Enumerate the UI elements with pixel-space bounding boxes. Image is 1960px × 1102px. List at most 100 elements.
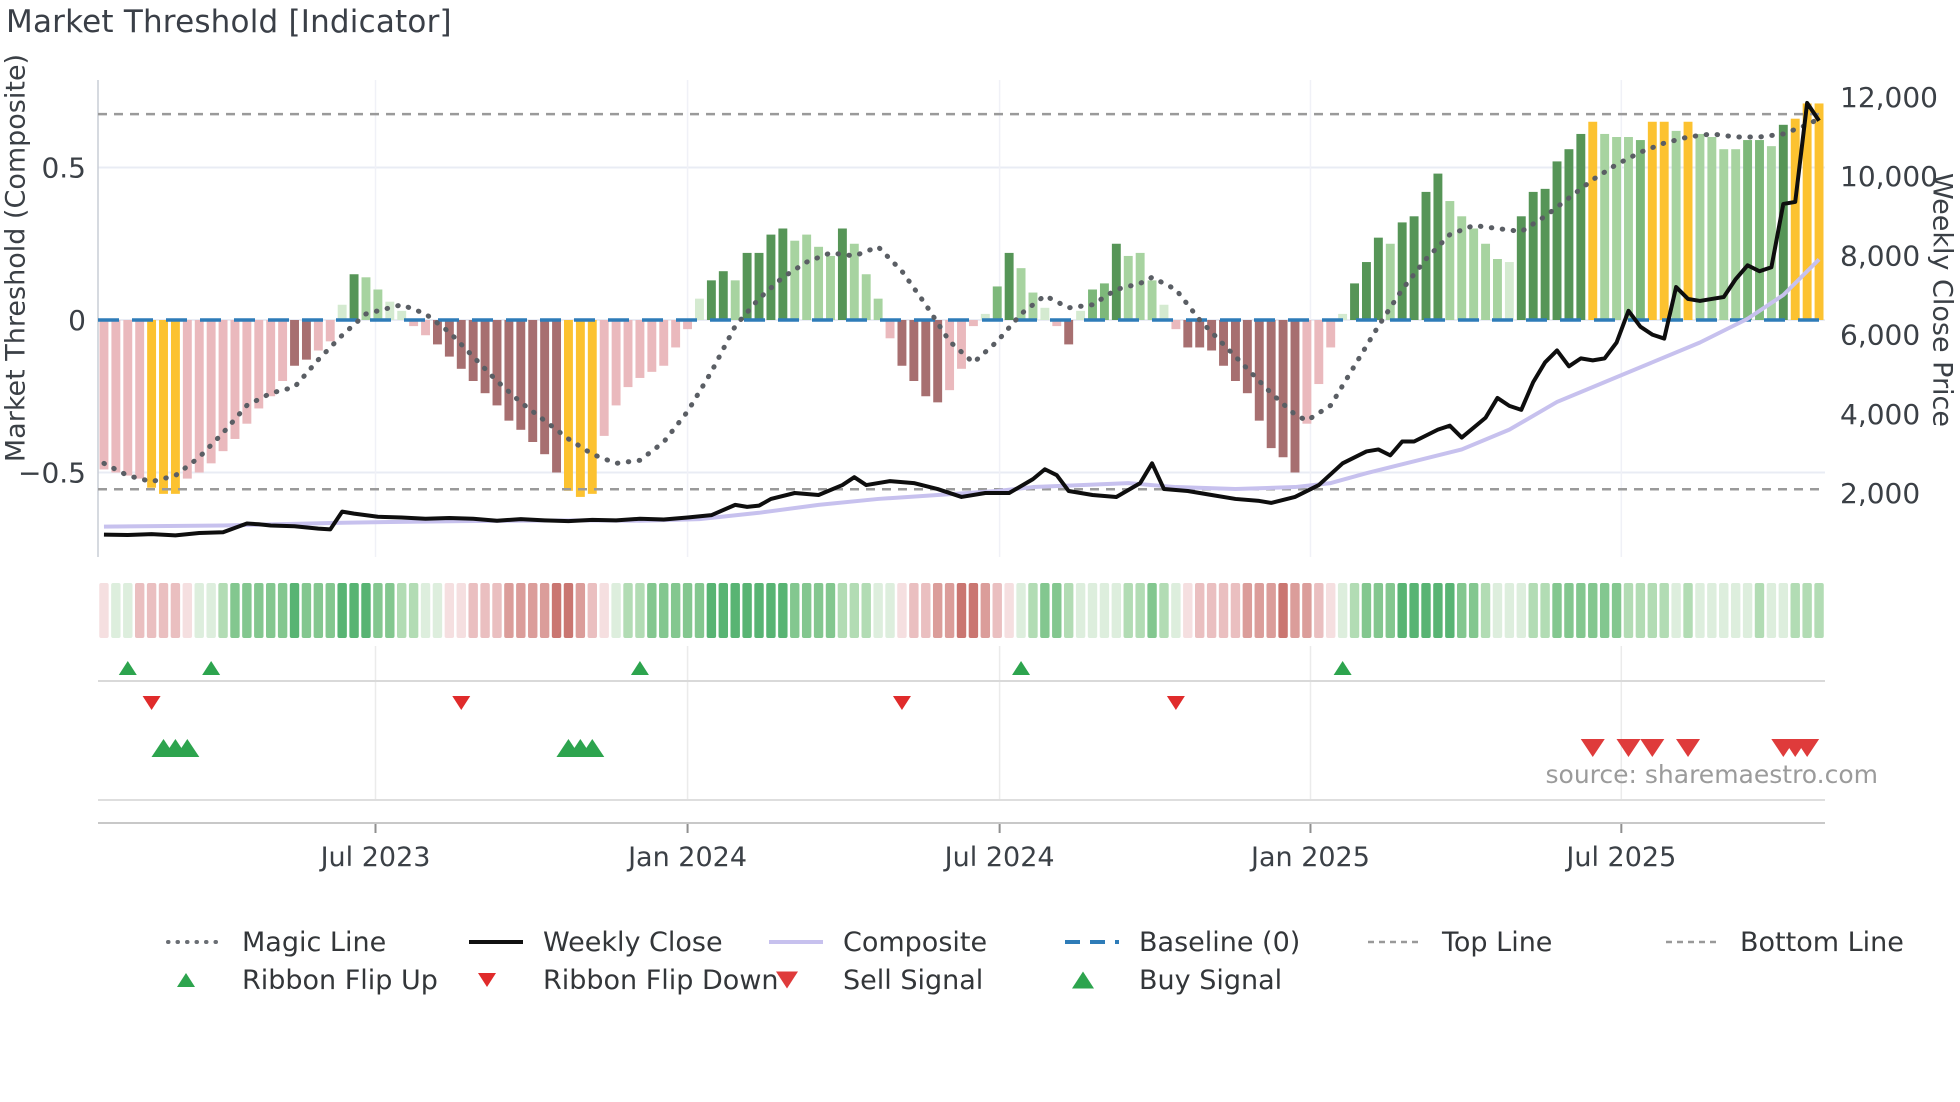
threshold-bar [909,320,919,381]
ribbon-cell [1349,583,1360,638]
ribbon-cell [289,583,300,638]
threshold-bar [1099,283,1109,320]
threshold-bar [444,320,454,357]
threshold-bar [1647,121,1657,320]
threshold-bar [1076,310,1086,320]
ribbon-cell [361,583,371,638]
threshold-bar [206,320,216,464]
page-title: Market Threshold [Indicator] [6,4,452,40]
ribbon-cell [1778,583,1789,638]
ribbon-cell [801,583,812,638]
threshold-bar [1409,216,1419,320]
threshold-bar [1195,320,1205,348]
ribbon-cell [742,583,752,638]
threshold-bar [1064,320,1074,345]
threshold-bar [1707,137,1717,320]
ribbon-cell [1623,583,1634,638]
ribbon-cell [718,583,728,638]
threshold-bar [373,289,383,320]
ribbon-cell [1314,583,1324,638]
threshold-bar [873,298,883,320]
ribbon-cell [528,583,538,638]
ribbon-flip-up-marker [1012,661,1031,675]
threshold-bar [194,320,204,473]
ribbon-cell [1052,583,1062,638]
threshold-bar [99,320,109,470]
ribbon-cell [1230,583,1241,638]
sell-signal-marker [1676,739,1701,757]
ribbon-cell [659,583,669,638]
threshold-bar [552,320,562,473]
threshold-bar [1254,320,1264,421]
ribbon-cell [1445,583,1455,638]
threshold-bar [861,274,871,320]
threshold-bar [1123,255,1133,320]
ribbon-cell [1730,583,1741,638]
ribbon-cell [682,583,693,638]
threshold-bar [980,313,990,320]
buy-signal-marker [175,739,200,757]
ribbon-cell [1254,583,1264,638]
threshold-bar [170,320,180,494]
ribbon-cell [670,583,681,638]
ribbon-cell [1409,583,1419,638]
ribbon-cell [932,583,943,638]
threshold-bar [313,320,323,351]
ribbon-cell [1290,583,1300,638]
x-tick-label: Jul 2023 [319,842,431,873]
threshold-bar [218,320,228,452]
ribbon-flip-up-marker [630,661,649,675]
threshold-bar [1766,146,1776,320]
threshold-bar [1052,320,1062,327]
threshold-bar [1778,124,1788,320]
ribbon-cell [1385,583,1395,638]
ribbon-flip-up-marker [118,661,137,675]
threshold-bar [290,320,299,366]
threshold-bar [1433,173,1443,320]
ribbon-cell [1468,583,1479,638]
ribbon-cell [1766,583,1777,638]
threshold-bar [1683,121,1693,320]
ribbon-cell [1016,583,1026,638]
threshold-bar [1171,320,1181,330]
threshold-bar [897,320,907,366]
threshold-bar [587,320,597,494]
threshold-bar [492,320,502,406]
weekly-close-line [103,100,1821,538]
threshold-bar [123,320,133,476]
right-tick-label: 6,000 [1840,319,1920,352]
ribbon-cell [1516,583,1526,638]
ribbon-cell [1802,583,1812,638]
ribbon-cell [1492,583,1503,638]
ribbon-cell [968,583,979,638]
threshold-bar [1481,243,1491,320]
ribbon-cell [182,583,193,638]
ribbon-cell [575,583,586,638]
threshold-bar [790,240,800,320]
ribbon-cell [1457,583,1467,638]
threshold-bar [1814,103,1824,320]
threshold-bar [1564,149,1574,320]
ribbon-cell [1647,583,1658,638]
left-tick-label: 0 [68,304,86,337]
threshold-bar [1016,268,1026,320]
ribbon-cell [1433,583,1443,638]
ribbon-cell [254,583,264,638]
ribbon-cell [1242,583,1253,638]
threshold-bar [301,320,311,360]
ribbon-cell [1635,583,1646,638]
x-tick-label: Jul 2025 [1564,842,1676,873]
ribbon-cell [1111,583,1122,638]
ribbon-flip-up-marker [1333,661,1352,675]
threshold-bar [778,228,788,320]
ribbon-cell [1599,583,1610,638]
threshold-bar [837,228,847,320]
threshold-bar [575,320,585,497]
sell-signal-marker [1616,739,1641,757]
threshold-bar [254,320,264,409]
threshold-bar [528,320,538,442]
threshold-bar [1802,103,1812,320]
threshold-bar [718,271,728,320]
